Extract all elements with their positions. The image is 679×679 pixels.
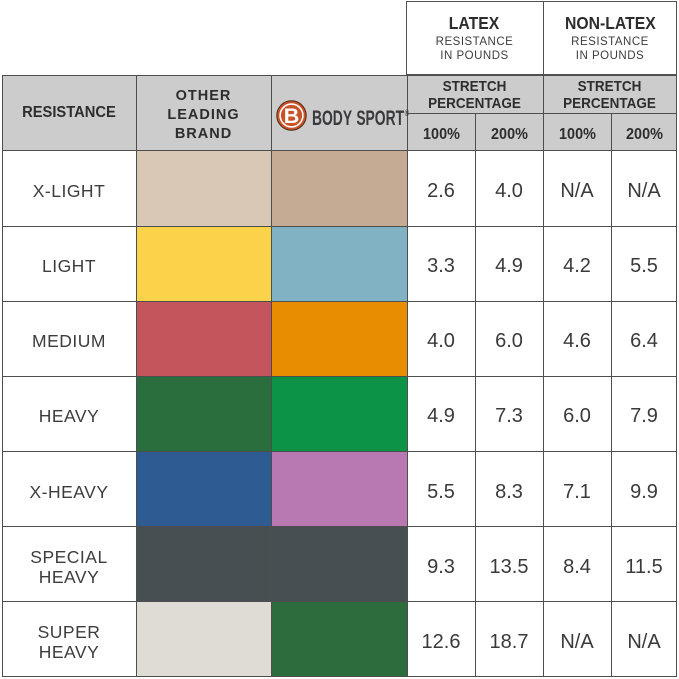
svg-text:B: B bbox=[284, 104, 300, 128]
